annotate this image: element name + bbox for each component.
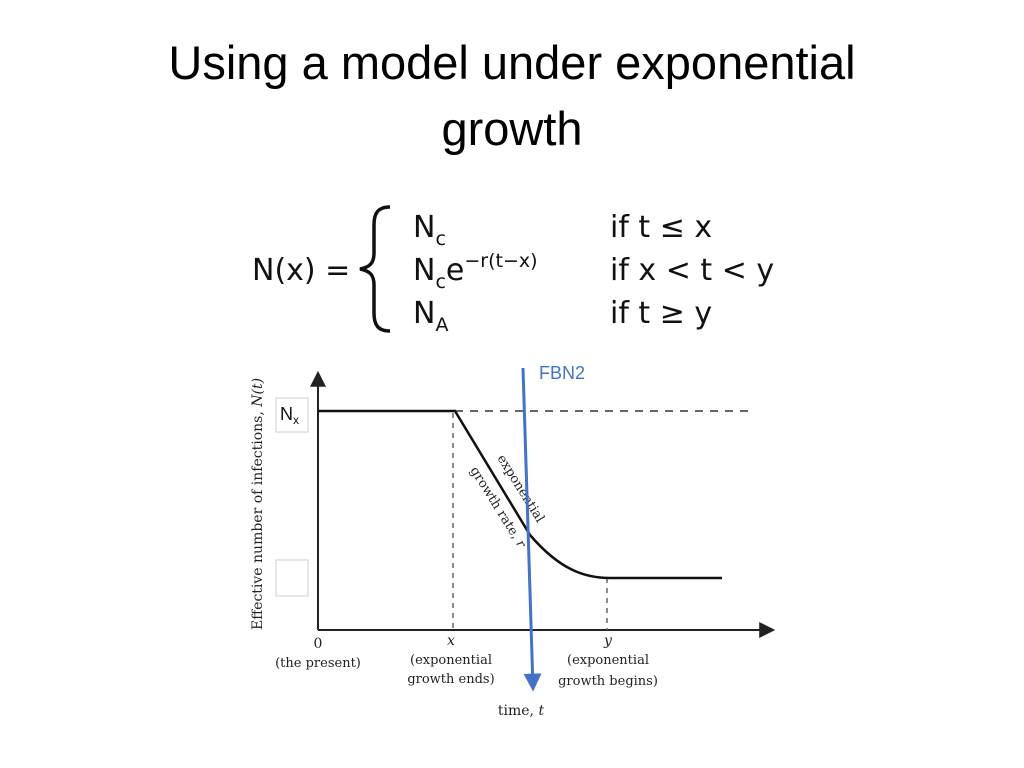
tick-zero-caption: (the present) (275, 656, 361, 671)
tick-y-caption-line-2: growth begins) (558, 674, 658, 689)
tick-x-caption-line-2: growth ends) (407, 672, 494, 687)
title-line-1: Using a model under exponential (168, 36, 856, 89)
case-2-condition: if x < t < y (610, 253, 774, 288)
case-3-condition: if t ≥ y (610, 296, 712, 331)
population-curve (318, 409, 722, 580)
tick-zero-label: 0 (314, 636, 323, 652)
lower-label-box (275, 559, 309, 597)
case-1-expression: Nc (413, 210, 446, 250)
title-line-2: growth (441, 102, 583, 155)
fbn2-marker-arrow (521, 367, 542, 692)
nx-label: Nx (280, 404, 299, 427)
tick-x-caption-line-1: (exponential (410, 653, 492, 668)
slide-title: Using a model under exponential growth (80, 30, 944, 162)
nx-label-box (275, 397, 309, 433)
piecewise-formula: N(x) = Nc if t ≤ x Nce−r(t−x) if x < t <… (252, 205, 774, 335)
tick-y-label: y (603, 633, 613, 649)
formula-lhs: N(x) = (252, 253, 350, 288)
case-1-condition: if t ≤ x (610, 210, 712, 245)
fbn2-marker-label: FBN2 (539, 363, 585, 383)
case-2-expression: Nce−r(t−x) (413, 250, 538, 293)
formula-brace (359, 205, 391, 333)
y-axis-label: Effective number of infections, N(t) (250, 378, 266, 630)
x-axis-label: time, t (498, 703, 545, 719)
tick-x-label: x (447, 633, 455, 649)
case-3-expression: NA (413, 296, 448, 335)
tick-y-caption-line-1: (exponential (567, 653, 649, 668)
